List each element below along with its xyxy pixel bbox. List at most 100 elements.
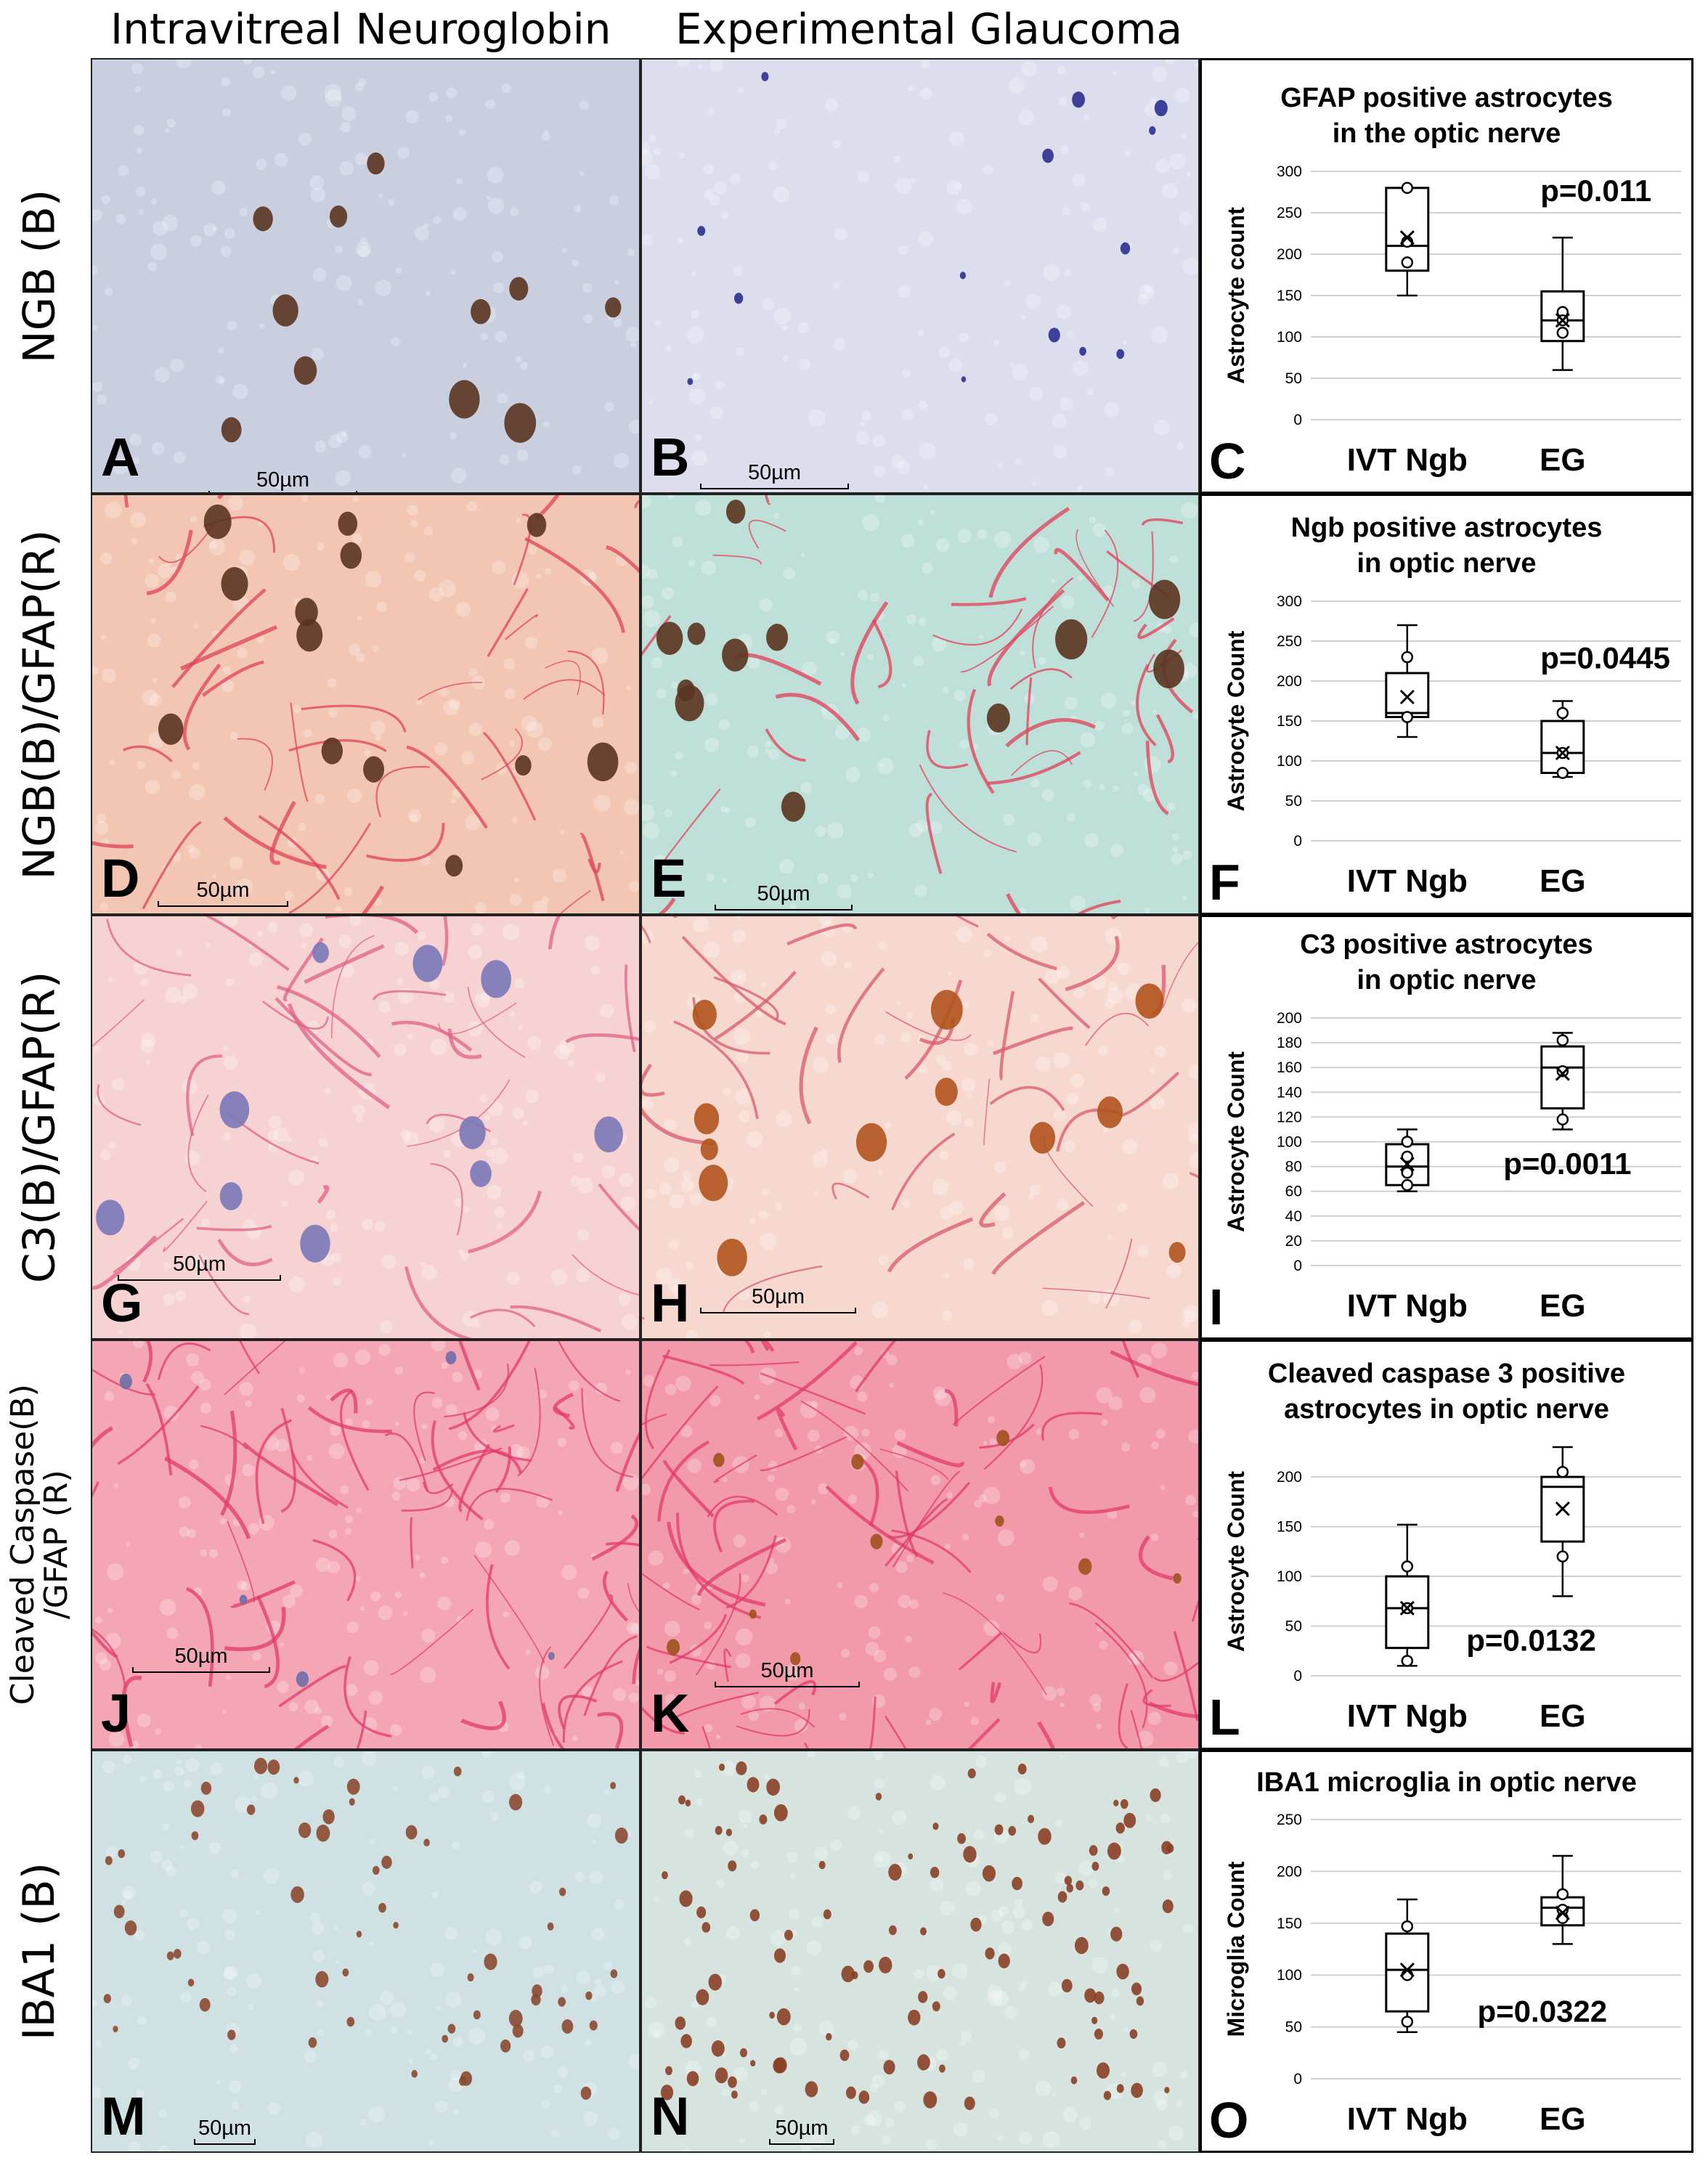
tissue-texture (1052, 414, 1067, 428)
tissue-texture (705, 693, 718, 706)
tissue-texture (577, 1229, 590, 1241)
stained-cell (839, 2049, 850, 2061)
stained-cell (356, 1931, 362, 1938)
y-tick-label: 50 (1285, 1618, 1302, 1635)
gfap-fiber (465, 1488, 553, 1521)
x-category-label: IVT Ngb (1347, 1698, 1468, 1734)
tissue-texture (465, 814, 481, 831)
tissue-texture (403, 1131, 419, 1147)
stained-cell (381, 1855, 392, 1869)
gfap-fiber (539, 1646, 555, 1746)
tissue-texture (432, 216, 442, 224)
tissue-texture (456, 177, 463, 184)
gfap-fiber (290, 1450, 349, 1510)
tissue-texture (221, 679, 235, 693)
tissue-texture (919, 87, 932, 100)
tissue-texture (992, 1990, 1009, 2007)
tissue-texture (1091, 1957, 1108, 1974)
tissue-texture (997, 1529, 1014, 1547)
gfap-fiber (467, 987, 526, 1059)
tissue-texture (1070, 895, 1086, 911)
tissue-texture (543, 130, 549, 135)
tissue-texture (527, 545, 537, 555)
tissue-texture (959, 739, 969, 749)
tissue-texture (1050, 579, 1056, 584)
tissue-texture (273, 1127, 288, 1142)
tissue-texture (675, 751, 683, 760)
tissue-texture (686, 1261, 694, 1270)
tissue-texture (821, 1149, 829, 1157)
tissue-texture (642, 150, 653, 166)
gfap-fiber (579, 833, 605, 902)
tissue-texture (175, 1290, 187, 1301)
tissue-texture (128, 2123, 136, 2131)
gfap-fiber (887, 1217, 974, 1273)
stained-cell (750, 2060, 756, 2067)
y-tick-label: 20 (1285, 1233, 1302, 1250)
micrograph-panel-k: 50µm K (640, 1340, 1200, 1750)
tissue-texture (722, 2052, 727, 2057)
tissue-texture (449, 698, 460, 710)
tissue-texture (441, 1361, 449, 1369)
stained-cell (1017, 1763, 1027, 1775)
tissue-texture (900, 534, 915, 548)
tissue-texture (299, 923, 314, 937)
y-tick-label: 0 (1293, 1258, 1302, 1274)
stained-cell (918, 1991, 928, 2003)
tissue-texture (955, 182, 962, 190)
data-point (1401, 1560, 1414, 1573)
y-tick-label: 80 (1285, 1159, 1302, 1176)
gfap-fiber (146, 529, 193, 595)
tissue-texture (209, 1549, 219, 1558)
stained-cell (423, 1838, 430, 1847)
tissue-texture (575, 1268, 590, 1283)
stained-cell (964, 2096, 975, 2111)
tissue-texture (340, 122, 351, 133)
gfap-fiber (473, 1555, 545, 1663)
tissue-texture (760, 2088, 768, 2096)
tissue-texture (267, 2102, 281, 2115)
tissue-texture (1099, 784, 1105, 790)
stained-cell (515, 755, 532, 776)
tissue-texture (592, 717, 604, 729)
tissue-texture (275, 1438, 289, 1452)
stained-cell (1012, 1876, 1022, 1891)
tissue-texture (902, 683, 907, 688)
stained-cell (1072, 91, 1086, 108)
tissue-texture (896, 1001, 901, 1006)
tissue-texture (1089, 1878, 1098, 1889)
gfap-fiber (1005, 718, 1097, 748)
tissue-texture (407, 1033, 413, 1040)
tissue-texture (648, 134, 657, 143)
mean-marker (1399, 1157, 1415, 1172)
tissue-texture (786, 1504, 796, 1514)
tissue-texture (591, 647, 609, 664)
stained-cell (587, 742, 619, 782)
tissue-texture (672, 1284, 686, 1298)
gfap-fiber (444, 1364, 509, 1418)
stained-cell (526, 513, 547, 537)
tissue-texture (1107, 1235, 1113, 1241)
tissue-texture (391, 337, 401, 347)
tissue-texture (468, 667, 478, 677)
tissue-texture (644, 163, 661, 180)
tissue-texture (511, 571, 529, 590)
tissue-texture (359, 1606, 365, 1611)
tissue-texture (774, 1428, 784, 1438)
tissue-texture (145, 574, 160, 589)
stained-cell (1084, 1988, 1097, 2003)
gfap-fiber (598, 1183, 639, 1231)
gfap-fiber (399, 1447, 503, 1481)
scale-bar: 50µm (208, 470, 357, 492)
tissue-texture (789, 1873, 797, 1880)
gfap-fiber (198, 1254, 250, 1316)
tissue-texture (919, 442, 936, 460)
tissue-texture (182, 983, 198, 1000)
gfap-fiber (825, 1485, 935, 1565)
tissue-texture (610, 1441, 623, 1454)
tissue-texture (882, 714, 890, 722)
tissue-texture (260, 1782, 278, 1799)
tissue-texture (1192, 712, 1198, 720)
stained-cell (845, 2086, 856, 2099)
tissue-texture (370, 1591, 381, 1602)
